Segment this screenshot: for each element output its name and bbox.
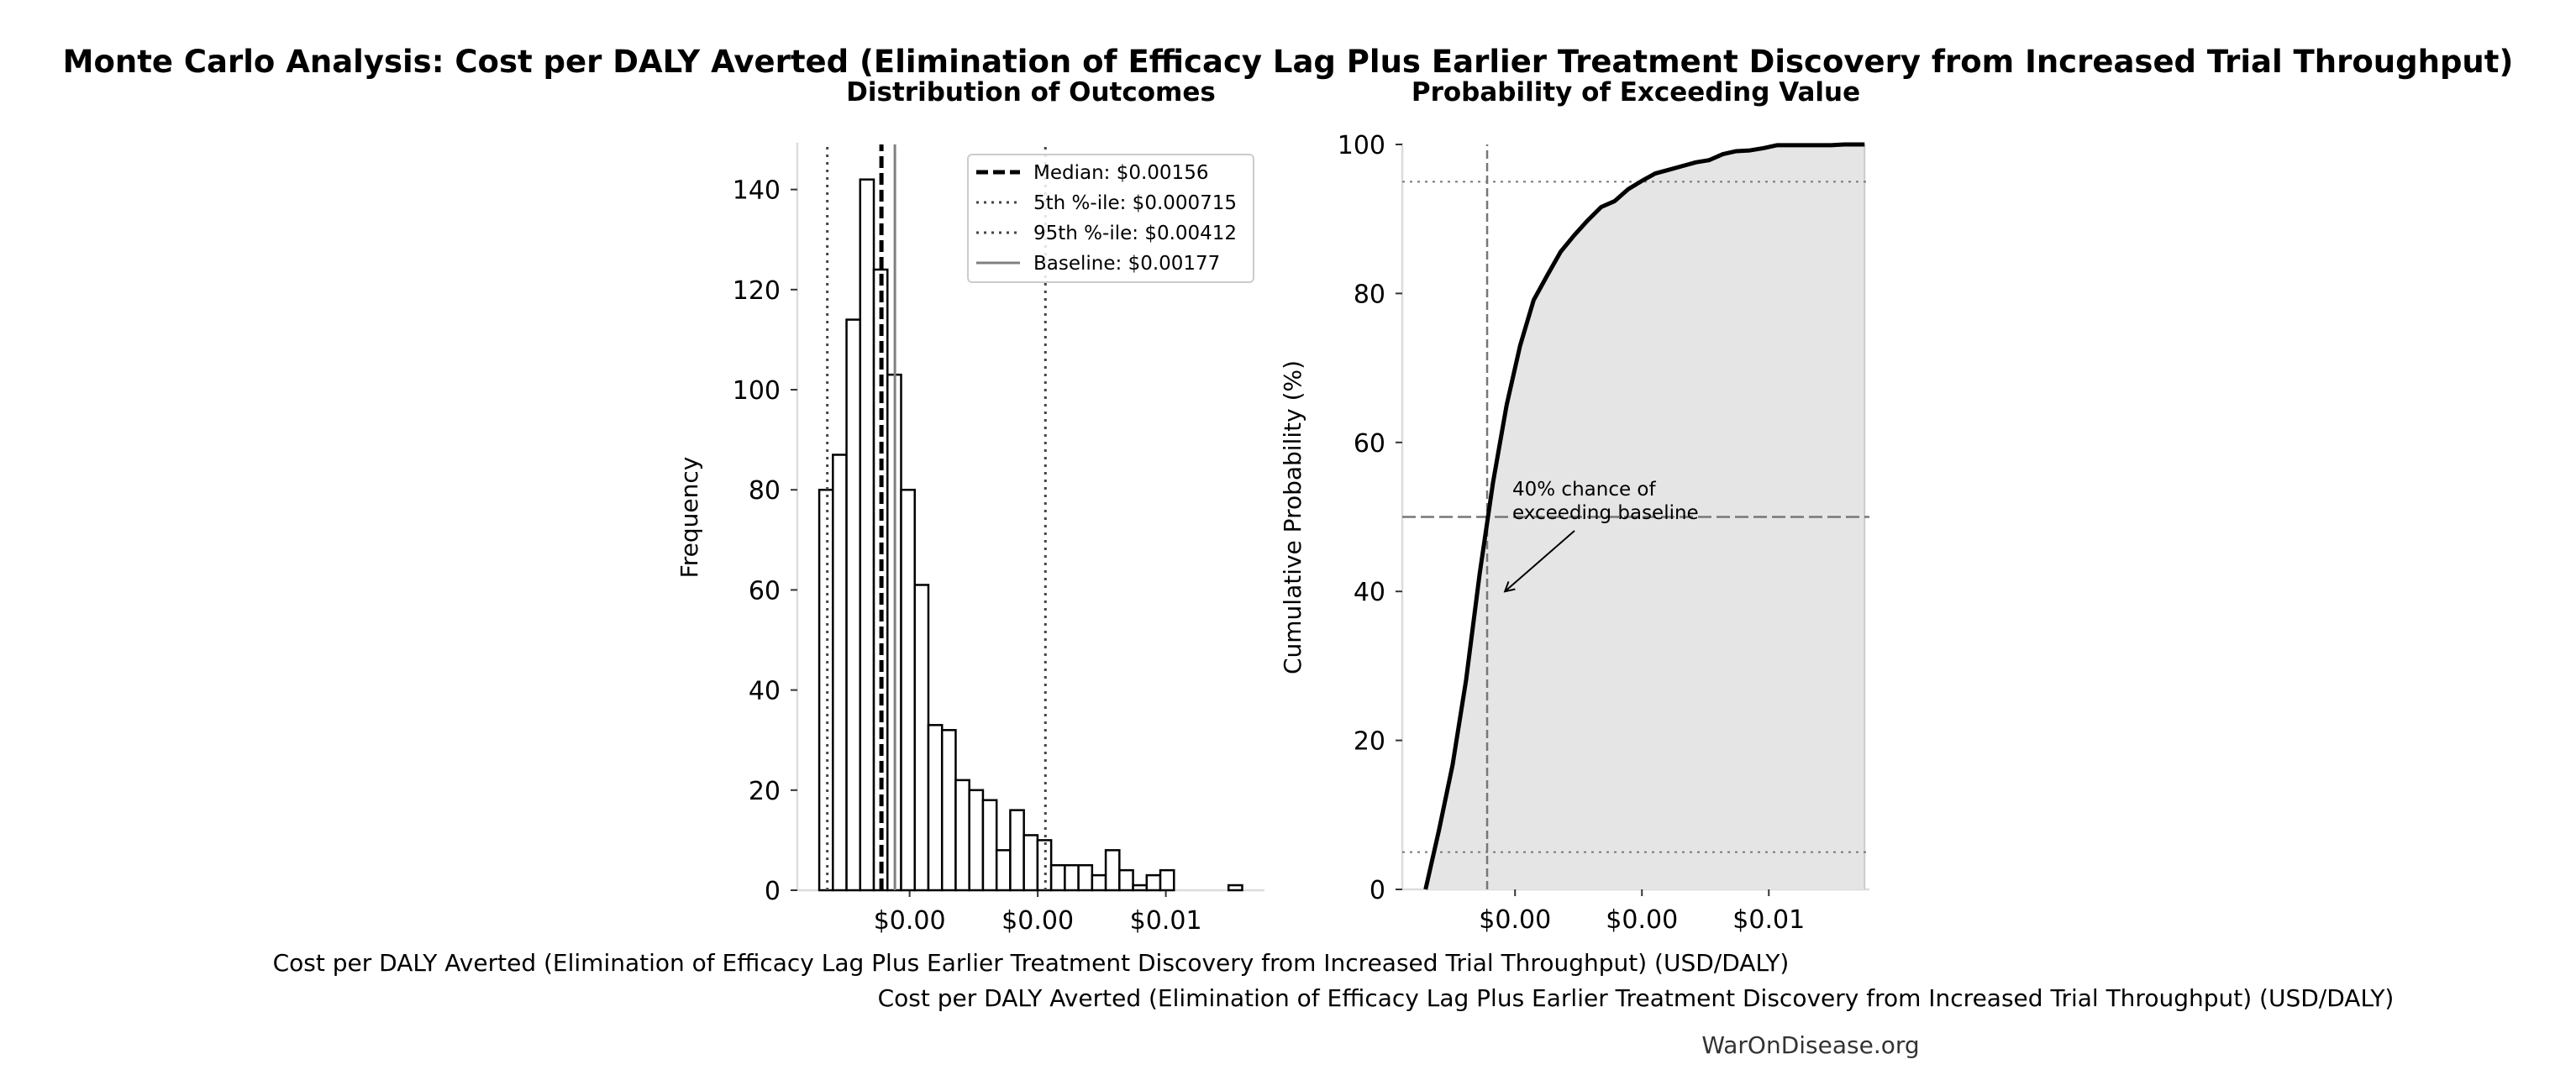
histogram-bar bbox=[968, 789, 985, 892]
legend-label: 5th %-ile: $0.000715 bbox=[1033, 192, 1237, 214]
legend-frame bbox=[967, 154, 1254, 283]
y-tick-label: 0 bbox=[1369, 876, 1385, 905]
y-tick-label: 100 bbox=[1338, 131, 1385, 160]
annotation-arrow bbox=[1505, 530, 1575, 591]
histogram-bar bbox=[1159, 868, 1175, 892]
histogram-bar bbox=[954, 779, 970, 892]
legend-label: Baseline: $0.00177 bbox=[1033, 253, 1220, 275]
cdf-x-label: Cost per DALY Averted (Elimination of Ef… bbox=[878, 984, 2395, 1012]
legend-label: Median: $0.00156 bbox=[1033, 162, 1208, 184]
histogram-x-label: Cost per DALY Averted (Elimination of Ef… bbox=[273, 949, 1790, 977]
histogram-bar bbox=[1049, 863, 1066, 892]
histogram-bar bbox=[995, 849, 1012, 892]
annotation-text: exceeding baseline bbox=[1512, 502, 1699, 524]
y-tick-label: 80 bbox=[749, 476, 781, 506]
credit-text: WarOnDisease.org bbox=[1701, 1031, 1919, 1059]
histogram-axes: 0 20 40 60 80 100 120 140 $0.00 $0.00 $0.01 bbox=[733, 143, 1264, 936]
cdf-y-label: Cumulative Probability (%) bbox=[1279, 360, 1306, 674]
y-tick-label: 100 bbox=[733, 376, 781, 406]
histogram-bar bbox=[1118, 868, 1134, 892]
histogram-bar bbox=[940, 729, 957, 892]
legend: Median: $0.00156 5th %-ile: $0.000715 95th… bbox=[967, 154, 1254, 283]
histogram-bar bbox=[859, 178, 875, 892]
cdf-axes: 0 20 40 60 80 100 $0.00 $0.00 $0.01 bbox=[1338, 131, 1869, 935]
histogram-bar bbox=[1023, 834, 1039, 892]
y-tick-label: 0 bbox=[765, 877, 781, 906]
cdf-subtitle: Probability of Exceeding Value bbox=[1412, 77, 1860, 108]
y-tick-label: 140 bbox=[733, 176, 781, 206]
histogram-bar bbox=[832, 454, 848, 892]
histogram-bar bbox=[1091, 873, 1107, 892]
histogram-bar bbox=[1227, 884, 1243, 892]
histogram-bar bbox=[1104, 849, 1121, 892]
y-tick-label: 20 bbox=[1354, 727, 1385, 757]
x-tick-label: $0.00 bbox=[874, 906, 946, 936]
annotation-text: 40% chance of bbox=[1512, 479, 1657, 501]
x-tick-label: $0.00 bbox=[1001, 906, 1074, 936]
histogram-bar bbox=[1077, 863, 1094, 892]
histogram-bar bbox=[1132, 884, 1149, 892]
histogram-bar bbox=[845, 318, 862, 892]
x-tick-label: $0.01 bbox=[1130, 906, 1202, 936]
x-tick-label: $0.01 bbox=[1732, 905, 1805, 935]
y-tick-label: 40 bbox=[1354, 578, 1385, 607]
figure-title: Monte Carlo Analysis: Cost per DALY Aver… bbox=[63, 44, 2514, 80]
histogram-bar bbox=[927, 724, 944, 892]
histogram-bar bbox=[1064, 863, 1080, 892]
x-tick-label: $0.00 bbox=[1479, 905, 1551, 935]
histogram-y-label: Frequency bbox=[676, 457, 703, 579]
y-tick-label: 120 bbox=[733, 276, 781, 306]
y-tick-label: 60 bbox=[749, 576, 781, 606]
histogram-bar bbox=[981, 799, 998, 892]
y-tick-label: 20 bbox=[749, 777, 781, 806]
y-tick-label: 60 bbox=[1354, 429, 1385, 459]
histogram-bar bbox=[1009, 809, 1025, 892]
cdf-curve bbox=[1423, 142, 1865, 890]
histogram-bar bbox=[913, 584, 930, 892]
legend-label: 95th %-ile: $0.00412 bbox=[1033, 223, 1237, 244]
y-tick-label: 40 bbox=[749, 677, 781, 706]
y-tick-label: 80 bbox=[1354, 280, 1385, 309]
histogram-bar bbox=[1145, 873, 1162, 892]
histogram-bar bbox=[900, 488, 916, 892]
x-tick-label: $0.00 bbox=[1606, 905, 1678, 935]
histogram-subtitle: Distribution of Outcomes bbox=[846, 77, 1216, 108]
